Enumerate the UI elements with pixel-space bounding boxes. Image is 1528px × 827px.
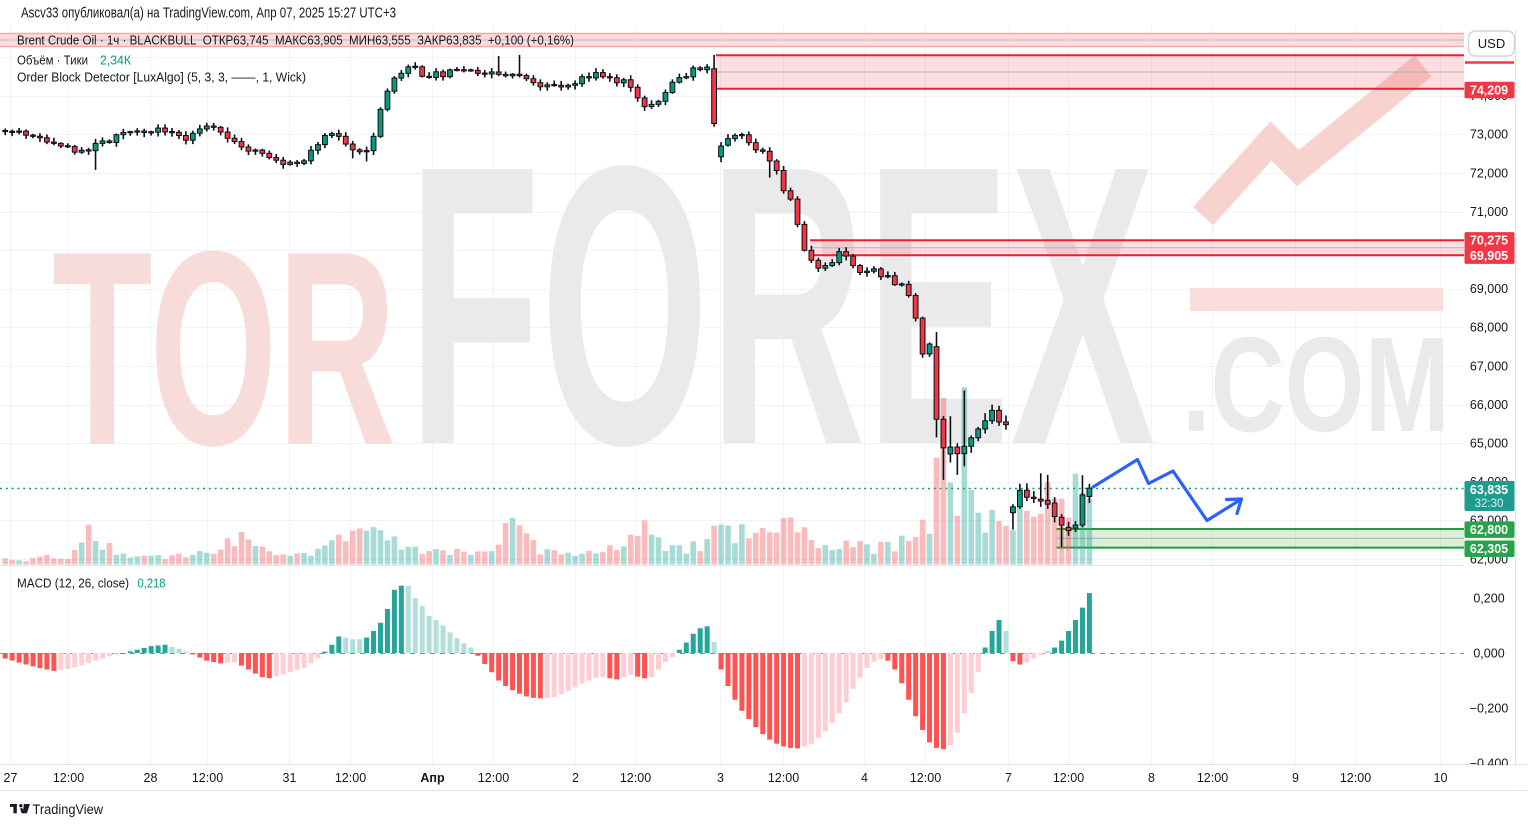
svg-text:7: 7: [1005, 771, 1012, 785]
svg-text:12:00: 12:00: [1340, 771, 1371, 785]
svg-text:0,200: 0,200: [1473, 591, 1504, 605]
svg-text:12:00: 12:00: [53, 771, 84, 785]
svg-text:63,835: 63,835: [1470, 483, 1508, 497]
svg-text:Ascv33 опубликовал(а) на Tradi: Ascv33 опубликовал(а) на TradingView.com…: [21, 6, 396, 22]
svg-text:12:00: 12:00: [478, 771, 509, 785]
svg-text:2: 2: [572, 771, 579, 785]
svg-text:Order Block Detector [LuxAlgo]: Order Block Detector [LuxAlgo] (5, 3, 3,…: [17, 70, 306, 85]
svg-text:USD: USD: [1478, 36, 1505, 51]
svg-text:74,209: 74,209: [1470, 83, 1508, 97]
svg-text:12:00: 12:00: [192, 771, 223, 785]
svg-text:69,000: 69,000: [1470, 282, 1508, 296]
svg-text:4: 4: [861, 771, 868, 785]
svg-text:12:00: 12:00: [1197, 771, 1228, 785]
svg-text:67,000: 67,000: [1470, 359, 1508, 373]
svg-text:.COM: .COM: [1182, 309, 1450, 460]
svg-text:0,000: 0,000: [1473, 646, 1504, 660]
svg-text:TradingView: TradingView: [33, 802, 104, 817]
svg-text:73,000: 73,000: [1470, 128, 1508, 142]
svg-text:12:00: 12:00: [620, 771, 651, 785]
svg-text:3: 3: [717, 771, 724, 785]
svg-text:72,000: 72,000: [1470, 166, 1508, 180]
svg-text:62,305: 62,305: [1470, 542, 1508, 556]
svg-text:8: 8: [1148, 771, 1155, 785]
svg-text:70,275: 70,275: [1470, 234, 1508, 248]
svg-text:Brent Crude Oil · 1ч · BLACKBU: Brent Crude Oil · 1ч · BLACKBULL ОТКР63,…: [17, 33, 574, 48]
svg-text:Апр: Апр: [420, 771, 445, 785]
svg-text:2,34К: 2,34К: [100, 53, 131, 68]
svg-text:68,000: 68,000: [1470, 321, 1508, 335]
svg-text:12:00: 12:00: [1053, 771, 1084, 785]
svg-text:12:00: 12:00: [768, 771, 799, 785]
svg-text:10: 10: [1434, 771, 1448, 785]
svg-text:Объём · Тики: Объём · Тики: [17, 53, 88, 68]
svg-text:FOREX: FOREX: [408, 84, 1156, 528]
svg-text:62,800: 62,800: [1470, 523, 1508, 537]
svg-text:MACD (12, 26, close): MACD (12, 26, close): [17, 576, 129, 591]
svg-text:12:00: 12:00: [335, 771, 366, 785]
svg-text:0,218: 0,218: [138, 576, 166, 591]
svg-text:65,000: 65,000: [1470, 437, 1508, 451]
svg-text:32:30: 32:30: [1475, 498, 1504, 510]
svg-text:27: 27: [4, 771, 18, 785]
svg-text:31: 31: [283, 771, 297, 785]
svg-text:9: 9: [1292, 771, 1299, 785]
svg-text:28: 28: [144, 771, 158, 785]
svg-text:66,000: 66,000: [1470, 398, 1508, 412]
svg-text:69,905: 69,905: [1470, 249, 1508, 263]
svg-text:−0,200: −0,200: [1470, 701, 1509, 715]
svg-text:71,000: 71,000: [1470, 205, 1508, 219]
svg-text:12:00: 12:00: [910, 771, 941, 785]
svg-text:TOR: TOR: [52, 193, 396, 503]
